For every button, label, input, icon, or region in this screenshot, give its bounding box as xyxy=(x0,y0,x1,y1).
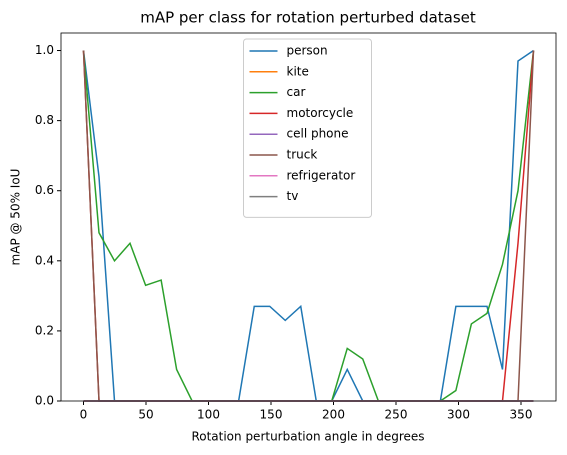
x-tick-label: 100 xyxy=(197,408,220,422)
legend-label: kite xyxy=(287,64,309,78)
y-tick-label: 0.8 xyxy=(35,113,54,127)
x-axis-label: Rotation perturbation angle in degrees xyxy=(191,430,424,444)
legend-label: person xyxy=(287,44,328,58)
legend-label: cell phone xyxy=(287,127,349,141)
legend-label: refrigerator xyxy=(287,168,356,182)
x-tick-label: 200 xyxy=(322,408,345,422)
legend-label: tv xyxy=(287,189,299,203)
y-tick-label: 1.0 xyxy=(35,43,54,57)
x-tick-label: 150 xyxy=(260,408,283,422)
legend-box xyxy=(243,38,372,218)
y-tick-label: 0.6 xyxy=(35,183,54,197)
x-tick-label: 50 xyxy=(138,408,153,422)
y-axis-label: mAP @ 50% IoU xyxy=(9,169,23,266)
plot-frame xyxy=(60,32,557,402)
y-tick-label: 0.2 xyxy=(35,323,54,337)
x-tick-label: 350 xyxy=(510,408,533,422)
x-tick-label: 250 xyxy=(385,408,408,422)
chart-title: mAP per class for rotation perturbed dat… xyxy=(140,9,476,27)
y-tick-label: 0.0 xyxy=(35,394,54,408)
y-tick-label: 0.4 xyxy=(35,253,54,267)
legend-label: motorcycle xyxy=(287,106,354,120)
legend-label: truck xyxy=(287,148,318,162)
legend-label: car xyxy=(287,85,306,99)
x-tick-label: 0 xyxy=(80,408,88,422)
x-tick-label: 300 xyxy=(447,408,470,422)
